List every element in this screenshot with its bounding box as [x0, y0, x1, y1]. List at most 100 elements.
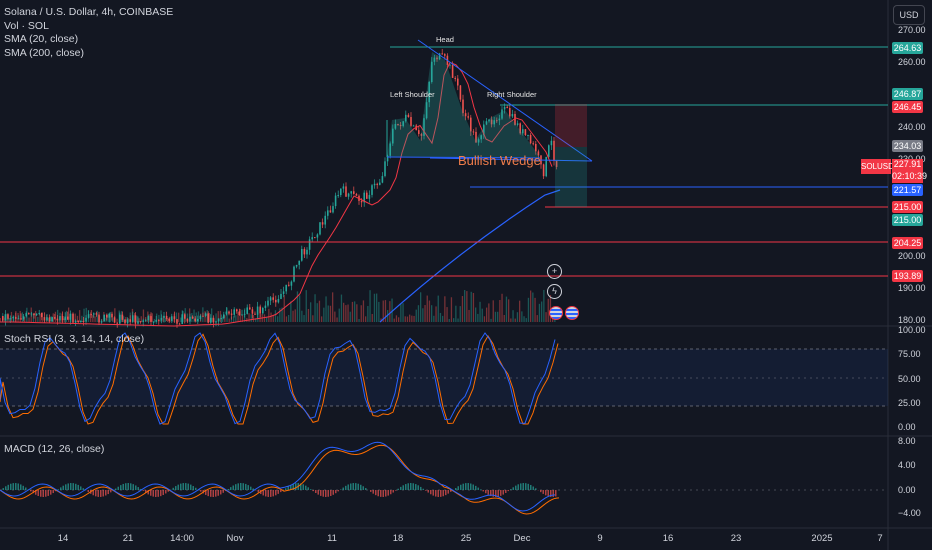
macd-histogram-bar — [55, 490, 57, 492]
macd-histogram-bar — [52, 490, 54, 494]
time-tick: 23 — [730, 533, 742, 544]
volume-bar — [50, 316, 52, 322]
macd-title[interactable]: MACD (12, 26, close) — [4, 443, 105, 455]
bullish-wedge-label[interactable]: Bullish Wedge — [458, 153, 541, 168]
candle-body — [522, 129, 524, 134]
candle-body — [345, 186, 347, 197]
volume-bar — [79, 310, 81, 322]
volume-bar — [303, 315, 305, 322]
chart-legend: Solana / U.S. Dollar, 4h, COINBASE Vol ·… — [4, 6, 173, 60]
candle-body — [199, 315, 202, 319]
volume-bar — [318, 300, 321, 322]
volume-bar — [349, 311, 351, 322]
candle-body — [150, 316, 152, 322]
macd-histogram-bar — [277, 490, 279, 494]
volume-bar — [431, 305, 433, 322]
head-shoulders-shape — [387, 52, 540, 158]
volume-bar — [204, 311, 206, 322]
time-tick: 16 — [662, 533, 674, 544]
volume-bar — [237, 311, 239, 322]
volume-bar — [151, 313, 153, 322]
candle-body — [350, 191, 352, 194]
volume-bar — [307, 308, 310, 322]
macd-histogram-bar — [490, 490, 492, 497]
candle-body — [472, 131, 475, 133]
candle-body — [366, 192, 368, 199]
volume-bar — [402, 303, 404, 322]
volume-indicator-label[interactable]: Vol · SOL — [4, 19, 49, 32]
candle-body — [550, 140, 553, 146]
volume-bar — [481, 308, 483, 322]
candle-body — [126, 319, 129, 324]
candle-body — [306, 249, 308, 255]
right-shoulder-annotation[interactable]: Right Shoulder — [487, 90, 537, 99]
left-shoulder-annotation[interactable]: Left Shoulder — [390, 90, 435, 99]
candle-body — [555, 160, 558, 167]
volume-bar — [255, 318, 257, 322]
stop-zone — [555, 104, 587, 147]
macd-histogram-bar — [380, 490, 382, 497]
sma20-indicator-label[interactable]: SMA (20, close) — [4, 33, 79, 45]
candle-body — [134, 315, 137, 324]
candle-body — [238, 311, 241, 315]
time-tick: 7 — [877, 533, 883, 544]
macd-histogram-bar — [435, 490, 437, 497]
macd-histogram-bar — [525, 483, 527, 490]
price-tag-green: 264.63 — [892, 42, 923, 54]
volume-bar — [180, 317, 182, 322]
volume-bar — [373, 293, 376, 322]
macd-histogram-bar — [337, 490, 339, 492]
us-flag-icon[interactable] — [549, 306, 563, 320]
sma200-indicator-label[interactable]: SMA (200, close) — [4, 46, 84, 59]
price-tick: 200.00 — [898, 251, 926, 261]
symbol-title[interactable]: Solana / U.S. Dollar, 4h, COINBASE — [4, 6, 174, 18]
macd-histogram-bar — [280, 490, 282, 493]
candle-body — [2, 316, 4, 321]
candle-body — [488, 119, 490, 122]
macd-histogram-bar — [205, 490, 207, 495]
macd-histogram-bar — [412, 483, 414, 490]
candle-body — [548, 145, 550, 157]
time-tick: 14:00 — [170, 533, 194, 544]
candle-body — [290, 281, 293, 286]
candle-body — [480, 135, 482, 140]
macd-histogram-bar — [100, 490, 102, 497]
volume-bar — [448, 318, 450, 322]
candle-body — [72, 313, 74, 323]
stoch-rsi-title[interactable]: Stoch RSI (3, 3, 14, 14, close) — [4, 333, 145, 345]
candle-body — [129, 319, 131, 322]
candle-body — [67, 316, 69, 320]
macd-histogram-bar — [320, 490, 322, 496]
macd-histogram-bar — [227, 488, 229, 490]
macd-histogram-bar — [332, 490, 334, 495]
macd-histogram-bar — [57, 489, 59, 490]
candle-body — [436, 57, 438, 60]
candle-body — [501, 109, 503, 119]
currency-button[interactable]: USD — [893, 5, 925, 25]
plus-circle-icon[interactable]: + — [547, 264, 562, 279]
candle-body — [493, 120, 495, 125]
macd-histogram-bar — [102, 490, 104, 497]
price-tag-gray: 234.03 — [892, 140, 923, 152]
us-flag-icon[interactable] — [565, 306, 579, 320]
macd-histogram-bar — [175, 486, 177, 490]
volume-bar — [536, 315, 538, 322]
volume-bar — [380, 318, 382, 322]
volume-bar — [283, 294, 285, 322]
macd-histogram-bar — [327, 490, 329, 497]
macd-histogram-bar — [122, 483, 124, 490]
volume-bar — [444, 296, 446, 322]
volume-bar — [413, 315, 415, 322]
macd-histogram-bar — [147, 490, 149, 495]
volume-bar — [428, 300, 431, 322]
volume-bar — [41, 312, 43, 322]
lightning-icon[interactable]: ϟ — [547, 284, 562, 299]
candle-body — [519, 123, 521, 134]
macd-histogram-bar — [247, 485, 249, 490]
macd-histogram-bar — [220, 490, 222, 495]
volume-bar — [167, 318, 169, 322]
head-annotation[interactable]: Head — [436, 35, 454, 44]
volume-bar — [228, 318, 230, 322]
candle-body — [189, 316, 191, 322]
